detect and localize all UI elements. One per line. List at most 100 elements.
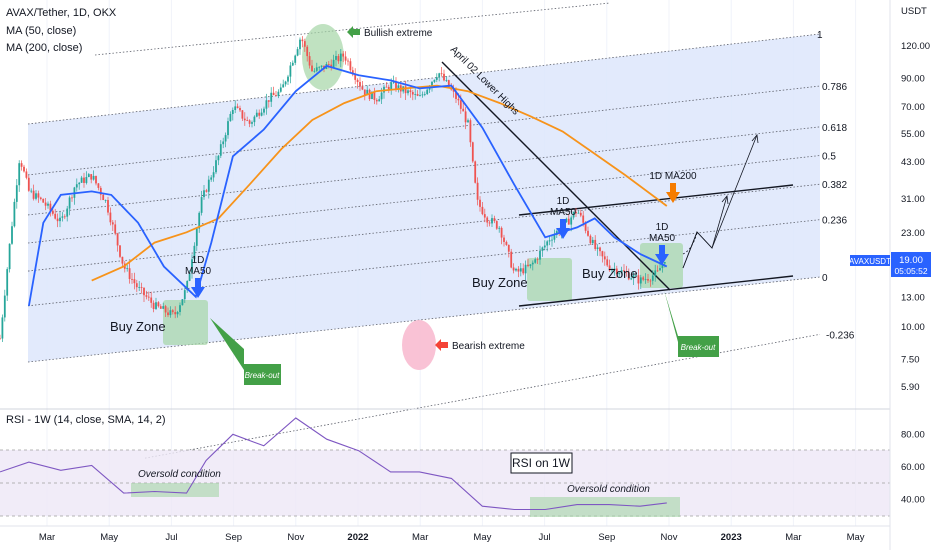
- candle-body: [248, 120, 251, 124]
- candle-body: [71, 197, 73, 199]
- candle-body: [577, 212, 580, 214]
- candle-body: [476, 182, 479, 200]
- candle-body: [522, 268, 525, 274]
- candle-body: [99, 187, 102, 195]
- candle-body: [169, 310, 172, 316]
- candle-body: [63, 216, 66, 218]
- candle-body: [342, 53, 345, 57]
- ma50-legend[interactable]: MA (50, close): [6, 25, 77, 37]
- candle-body: [500, 227, 503, 238]
- candle-body: [179, 305, 181, 313]
- time-tick-12: Mar: [785, 532, 801, 543]
- rsi-oversold-zone-2: [530, 497, 680, 517]
- candle-body: [138, 287, 141, 288]
- ma50-arrow-a-icon: [191, 278, 205, 298]
- rsi-legend[interactable]: RSI - 1W (14, close, SMA, 14, 2): [6, 414, 166, 426]
- ma50-callout-c-l2: MA50: [649, 233, 676, 244]
- candle-body: [503, 237, 505, 242]
- price-tick-11: 5.90: [901, 382, 920, 393]
- candle-body: [54, 213, 57, 219]
- last-price-tag: [891, 252, 931, 277]
- time-tick-4: Nov: [287, 532, 304, 543]
- candle-body: [18, 163, 21, 186]
- rsi-tick-1: 60.00: [901, 462, 925, 473]
- price-tick-5: 31.00: [901, 194, 925, 205]
- lower-highs-trendline: [441, 61, 671, 291]
- ma50-callout-a-l2: MA50: [185, 266, 212, 277]
- projection-arrowheads: [721, 134, 759, 205]
- candle-body: [589, 235, 592, 244]
- candle-body: [380, 92, 383, 100]
- candle-body: [488, 222, 491, 224]
- candle-body: [320, 65, 323, 67]
- candle-body: [32, 190, 35, 199]
- candle-body: [639, 277, 642, 284]
- candle-body: [145, 295, 148, 297]
- candle-body: [183, 290, 186, 300]
- candle-body: [174, 312, 177, 315]
- last-price-symbol-tag: [850, 255, 890, 266]
- candle-body: [147, 296, 150, 298]
- candle-body: [332, 59, 335, 68]
- candle-body: [579, 212, 582, 216]
- candle-body: [78, 182, 81, 185]
- symbol-legend[interactable]: AVAX/Tether, 1D, OKX: [6, 7, 117, 19]
- candle-body: [11, 226, 13, 244]
- candle-body: [121, 256, 124, 264]
- rsi-tick-0: 80.00: [901, 429, 925, 440]
- candle-body: [354, 74, 357, 80]
- candle-body: [133, 279, 136, 284]
- time-tick-1: May: [100, 532, 118, 543]
- candle-body: [611, 269, 613, 271]
- candle-body: [419, 95, 421, 96]
- candle-body: [102, 194, 105, 201]
- candle-body: [222, 141, 225, 145]
- candle-body: [56, 218, 59, 222]
- candle-body: [291, 62, 294, 66]
- time-tick-7: May: [473, 532, 491, 543]
- candle-body: [546, 241, 549, 246]
- candle-body: [23, 166, 25, 172]
- candle-body: [219, 144, 222, 156]
- candle-body: [409, 90, 412, 93]
- candle-body: [505, 241, 508, 245]
- candle-body: [299, 39, 301, 50]
- candle-body: [481, 206, 484, 215]
- candle-body: [517, 268, 520, 272]
- candle-body: [215, 160, 217, 173]
- breakout-callout-1: [210, 318, 281, 385]
- time-tick-0: Mar: [39, 532, 55, 543]
- candle-body: [186, 280, 189, 291]
- candle-body: [20, 163, 23, 167]
- time-tick-labels[interactable]: Mar May Jul Sep Nov 2022 Mar May Jul Sep Nov 2023 Ma…: [39, 532, 865, 543]
- rsi-on-1w-label: RSI on 1W: [512, 456, 571, 470]
- candle-body: [630, 278, 633, 280]
- candle-body: [663, 262, 666, 264]
- ma200-legend[interactable]: MA (200, close): [6, 42, 83, 54]
- candle-body: [507, 244, 510, 252]
- candle-body: [510, 251, 513, 268]
- candle-body: [255, 112, 258, 117]
- candle-body: [344, 56, 347, 61]
- candle-body: [404, 86, 407, 94]
- candle-body: [618, 272, 621, 275]
- candle-body: [30, 190, 33, 192]
- rsi-tick-2: 40.00: [901, 495, 925, 506]
- candle-body: [493, 218, 496, 222]
- bullish-extreme-zone: [302, 24, 344, 90]
- last-price-symbol: AVAXUSDT: [849, 257, 891, 266]
- ma200-line: [91, 84, 668, 282]
- fib-label-7: -0.236: [826, 330, 855, 341]
- candle-body: [642, 277, 645, 280]
- candle-body: [426, 89, 429, 94]
- candle-body: [464, 111, 467, 123]
- candle-body: [623, 270, 625, 272]
- candle-body: [443, 73, 445, 81]
- candle-body: [44, 202, 47, 206]
- candle-body: [253, 116, 256, 123]
- candle-body: [275, 95, 277, 97]
- candle-body: [373, 91, 376, 100]
- candle-body: [68, 197, 71, 209]
